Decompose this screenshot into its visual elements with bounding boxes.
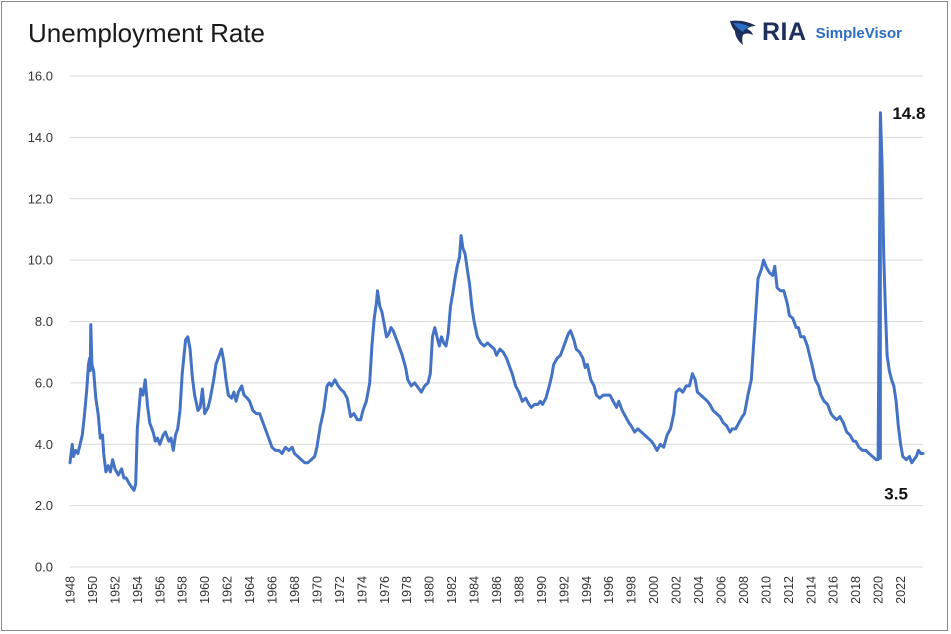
x-tick-label: 1974: [355, 576, 369, 604]
x-tick-label: 2012: [782, 576, 796, 604]
chart-title: Unemployment Rate: [28, 18, 265, 48]
x-tick-label: 1998: [625, 576, 639, 604]
x-tick-label: 1968: [288, 576, 302, 604]
x-tick-label: 2002: [670, 576, 684, 604]
eagle-head-icon: [730, 20, 756, 45]
y-tick-label: 16.0: [28, 69, 53, 84]
y-tick-label: 8.0: [35, 314, 53, 329]
y-tick-label: 12.0: [28, 191, 53, 206]
x-tick-label: 1980: [423, 576, 437, 604]
x-tick-label: 2010: [759, 576, 773, 604]
x-tick-label: 1952: [108, 576, 122, 604]
y-tick-label: 2.0: [35, 498, 53, 513]
gridlines: [70, 75, 923, 568]
brand-ria-text: RIA: [762, 17, 807, 46]
x-axis-ticks: 1948 1950 1952 1954 1956 1958 1960 1962 1964 1966…: [64, 576, 909, 604]
x-tick-label: 1988: [512, 576, 526, 604]
brand-logo: RIA SimpleVisor: [728, 14, 902, 50]
x-tick-label: 1990: [535, 576, 549, 604]
y-tick-label: 6.0: [35, 375, 53, 390]
x-tick-label: 2014: [804, 576, 818, 604]
brand-simplevisor-text: SimpleVisor: [815, 25, 902, 42]
x-tick-label: 1986: [490, 576, 504, 604]
y-axis-ticks: 0.0 2.0 4.0 6.0 8.0 10.0 12.0 14.0 16.0: [28, 69, 53, 575]
x-tick-label: 1994: [580, 576, 594, 604]
x-tick-label: 1954: [131, 576, 145, 604]
x-tick-label: 1950: [86, 576, 100, 604]
x-tick-label: 1960: [198, 576, 212, 604]
x-tick-label: 1992: [557, 576, 571, 604]
x-tick-label: 2016: [827, 576, 841, 604]
x-tick-label: 1964: [243, 576, 257, 604]
x-tick-label: 1956: [153, 576, 167, 604]
x-tick-label: 2004: [692, 576, 706, 604]
y-tick-label: 4.0: [35, 437, 53, 452]
annotations-layer: 14.8 3.5: [884, 104, 925, 504]
x-tick-label: 2018: [849, 576, 863, 604]
x-tick-label: 1948: [64, 576, 78, 604]
x-tick-label: 1962: [221, 576, 235, 604]
x-tick-label: 2020: [872, 576, 886, 604]
x-tick-label: 1982: [445, 576, 459, 604]
y-tick-label: 0.0: [35, 560, 53, 575]
x-tick-label: 2008: [737, 576, 751, 604]
x-tick-label: 1984: [468, 576, 482, 604]
x-tick-label: 1978: [400, 576, 414, 604]
annotation-label: 3.5: [884, 485, 908, 504]
x-tick-label: 1996: [602, 576, 616, 604]
y-tick-label: 10.0: [28, 253, 53, 268]
x-tick-label: 2022: [894, 576, 908, 604]
series-layer: [68, 111, 925, 492]
x-tick-label: 1966: [266, 576, 280, 604]
x-tick-label: 2006: [714, 576, 728, 604]
y-tick-label: 14.0: [28, 130, 53, 145]
x-tick-label: 2000: [647, 576, 661, 604]
series-line: [68, 111, 925, 492]
x-tick-label: 1958: [176, 576, 190, 604]
x-tick-label: 1970: [310, 576, 324, 604]
annotation-label: 14.8: [892, 104, 925, 123]
x-tick-label: 1972: [333, 576, 347, 604]
x-tick-label: 1976: [378, 576, 392, 604]
